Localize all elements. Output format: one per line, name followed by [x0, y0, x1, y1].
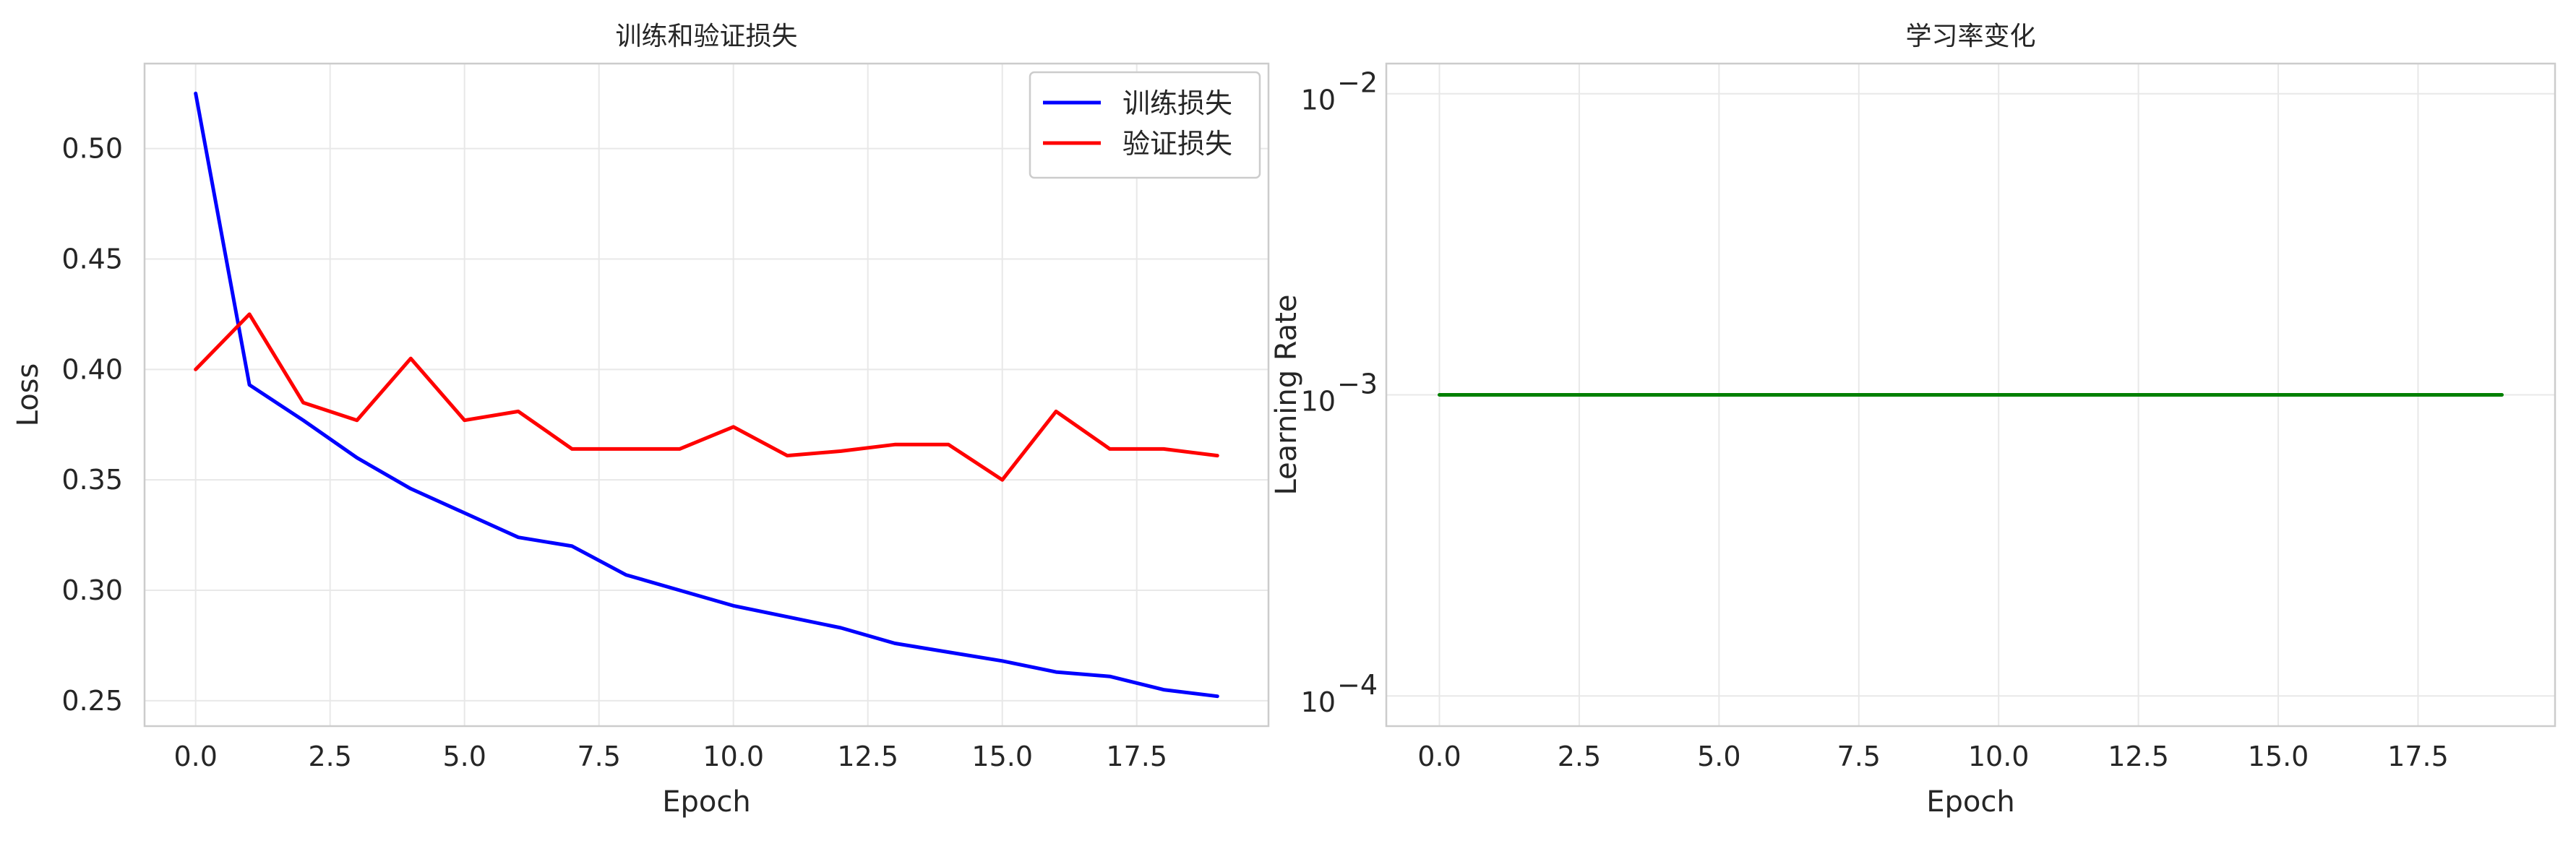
y-tick-exponent: −4 — [1337, 669, 1378, 701]
y-tick-label: 0.25 — [61, 685, 123, 717]
y-tick-label: 10 — [1301, 686, 1336, 718]
y-tick-exponent: −3 — [1337, 368, 1378, 400]
y-tick-label: 10 — [1301, 385, 1336, 417]
x-tick-label: 2.5 — [308, 741, 351, 772]
y-tick-label: 0.45 — [61, 243, 123, 275]
x-tick-label: 12.5 — [2108, 741, 2169, 772]
y-tick-label: 0.30 — [61, 574, 123, 606]
y-axis-label: Loss — [12, 363, 45, 427]
legend-label: 验证损失 — [1122, 128, 1232, 160]
plot-frame — [1385, 62, 2556, 728]
x-tick-label: 5.0 — [442, 741, 486, 772]
plot-frame — [143, 62, 1270, 728]
learning-rate-chart-panel: 0.0 2.5 5.0 7.5 10.0 12.5 15.0 17.510−410−310−2… — [1270, 22, 2556, 819]
x-tick-label: 10.0 — [703, 741, 764, 772]
series-line-0 — [194, 91, 1219, 699]
x-tick-label: 17.5 — [1106, 741, 1167, 772]
chart-title: 训练和验证损失 — [615, 22, 797, 51]
legend-box — [1029, 71, 1261, 179]
x-tick-label: 7.5 — [1837, 741, 1881, 772]
x-tick-label: 5.0 — [1697, 741, 1740, 772]
x-tick-label: 15.0 — [971, 741, 1033, 772]
x-tick-label: 0.0 — [173, 741, 217, 772]
loss-chart-panel: 0.0 2.5 5.0 7.5 10.0 12.5 15.0 17.5 0.25 0.30 0.35… — [12, 22, 1270, 819]
x-tick-label: 15.0 — [2248, 741, 2309, 772]
series-line-1 — [194, 312, 1219, 482]
x-tick-label: 17.5 — [2387, 741, 2449, 772]
x-tick-label: 7.5 — [577, 741, 620, 772]
x-axis-label: Epoch — [1926, 785, 2014, 819]
x-tick-label: 10.0 — [1968, 741, 2030, 772]
chart-title: 学习率变化 — [1905, 22, 2035, 51]
y-tick-label: 10 — [1301, 85, 1336, 116]
y-axis-label: Learning Rate — [1270, 294, 1303, 495]
x-tick-label: 12.5 — [837, 741, 898, 772]
y-tick-label: 0.35 — [61, 464, 123, 496]
x-axis-label: Epoch — [662, 785, 750, 819]
y-tick-label: 0.50 — [61, 133, 123, 165]
y-tick-exponent: −2 — [1337, 67, 1378, 99]
y-tick-label: 0.40 — [61, 353, 123, 385]
legend-label: 训练损失 — [1122, 87, 1232, 119]
x-tick-label: 0.0 — [1417, 741, 1461, 772]
x-tick-label: 2.5 — [1558, 741, 1601, 772]
